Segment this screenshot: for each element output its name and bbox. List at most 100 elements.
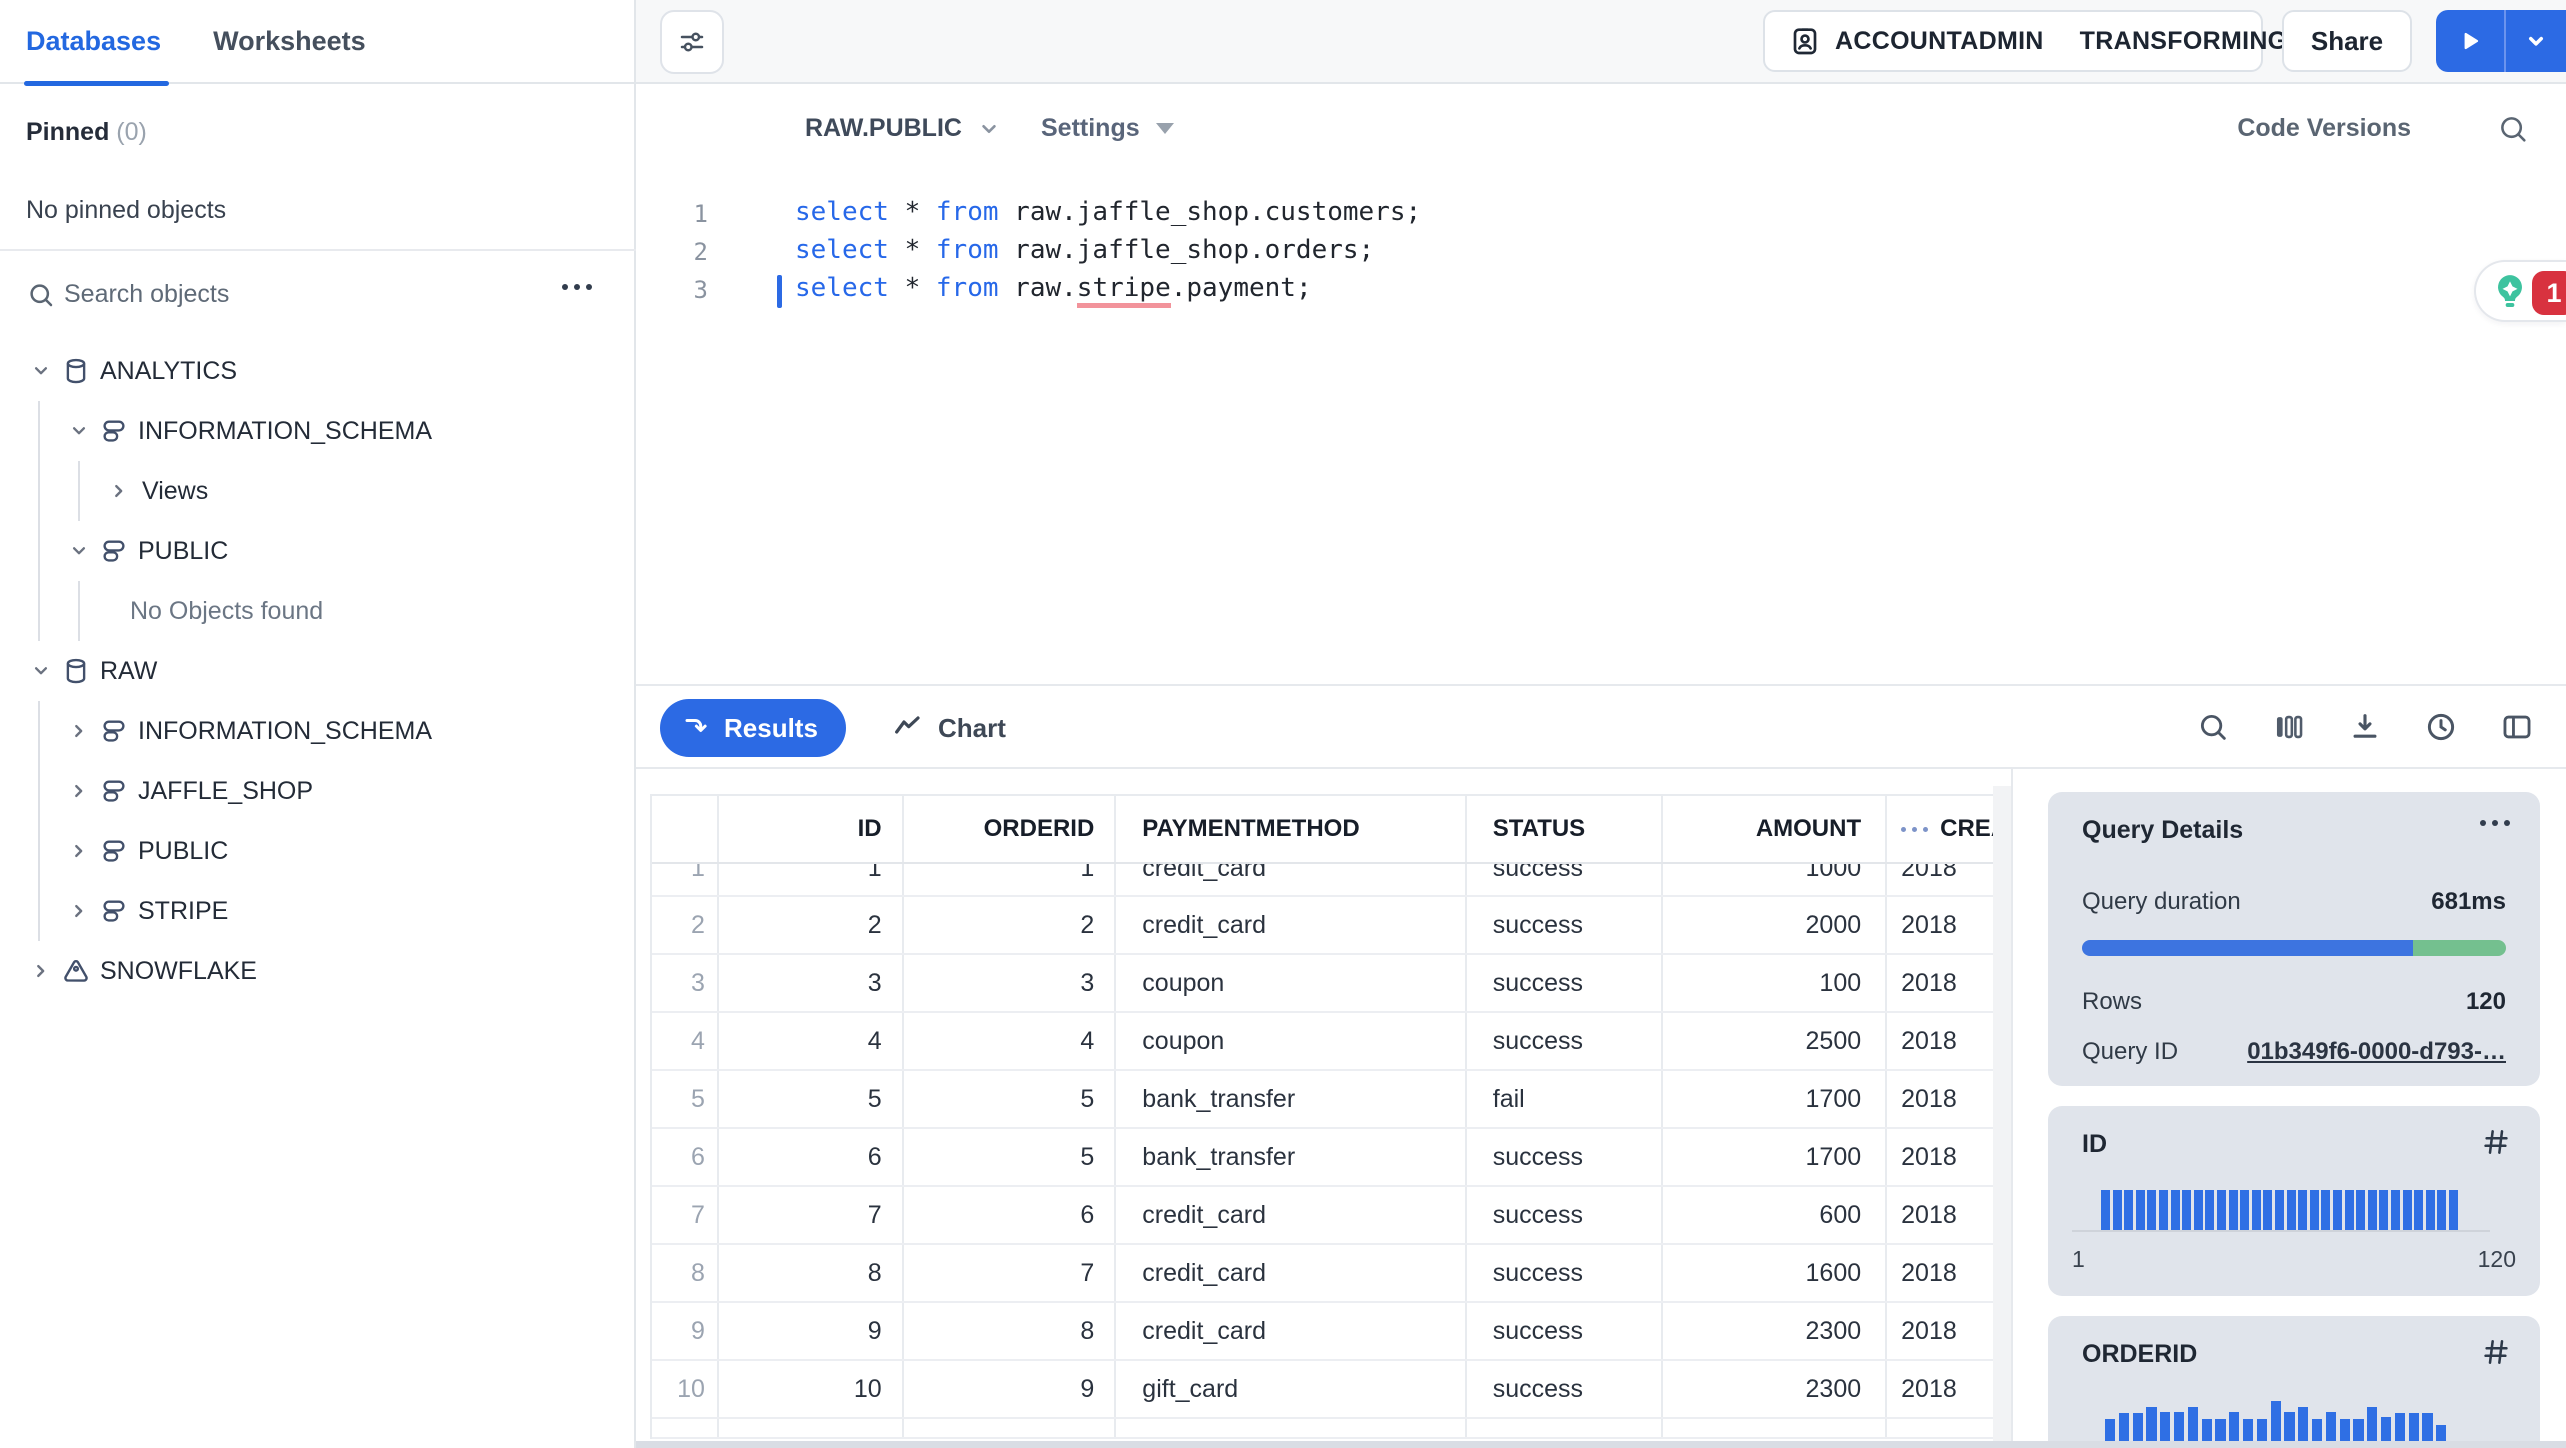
cell[interactable]: 7 <box>904 1245 1117 1301</box>
run-options-button[interactable] <box>2506 10 2566 72</box>
cell[interactable]: bank_transfer <box>1116 1129 1467 1185</box>
cell[interactable]: 9 <box>904 1361 1117 1417</box>
query-details-menu-icon[interactable] <box>2480 820 2510 826</box>
role-warehouse-selector[interactable]: ACCOUNTADMIN TRANSFORMING <box>1763 10 2287 72</box>
column-header-id[interactable]: ID <box>719 796 904 862</box>
cell[interactable]: coupon <box>1116 955 1467 1011</box>
cell[interactable]: 2018 <box>1901 1374 1957 1403</box>
cell[interactable]: 9 <box>719 1303 904 1359</box>
cell[interactable]: credit_card <box>1116 864 1467 895</box>
cell[interactable]: 1600 <box>1663 1245 1888 1301</box>
table-row-2[interactable]: 2 2 2 credit_card success 2000 2018 <box>652 897 1993 955</box>
cell[interactable]: 1 <box>719 864 904 895</box>
cell[interactable]: 2018 <box>1901 1258 1957 1287</box>
cell[interactable]: 100 <box>1663 955 1888 1011</box>
code-line-1[interactable]: 1 select * from raw.jaffle_shop.customers… <box>636 196 2566 234</box>
chevron-right-icon[interactable] <box>64 836 94 866</box>
cell[interactable]: 8 <box>719 1245 904 1301</box>
row-number[interactable]: 8 <box>652 1245 719 1301</box>
sidebar-item-snowflake[interactable]: SNOWFLAKE <box>0 941 636 1001</box>
table-row-7[interactable]: 7 7 6 credit_card success 600 2018 <box>652 1187 1993 1245</box>
table-row-9[interactable]: 9 9 8 credit_card success 2300 2018 <box>652 1303 1993 1361</box>
columns-button[interactable] <box>2272 710 2306 744</box>
cell[interactable]: 1700 <box>1663 1071 1888 1127</box>
cell[interactable]: fail <box>1467 1071 1664 1127</box>
code-versions-link[interactable]: Code Versions <box>2237 114 2411 143</box>
cell[interactable]: gift_card <box>1116 1361 1467 1417</box>
cell[interactable]: success <box>1467 1303 1664 1359</box>
chevron-right-icon[interactable] <box>26 956 56 986</box>
cell[interactable]: credit_card <box>1116 1303 1467 1359</box>
cell[interactable]: 5 <box>904 1129 1117 1185</box>
cell[interactable]: credit_card <box>1116 1187 1467 1243</box>
cell[interactable]: 2018 <box>1901 1200 1957 1229</box>
cell[interactable]: 2018 <box>1901 910 1957 939</box>
tab-results[interactable]: Results <box>660 699 846 757</box>
chevron-down-icon[interactable] <box>64 416 94 446</box>
download-results-button[interactable] <box>2348 710 2382 744</box>
cell[interactable]: 10 <box>719 1361 904 1417</box>
table-row-1[interactable]: 1 1 1 credit_card success 1000 2018 <box>652 864 1993 897</box>
sidebar-item-analytics[interactable]: ANALYTICS <box>0 341 636 401</box>
sidebar-more-menu-icon[interactable] <box>562 284 592 290</box>
cell[interactable]: 2300 <box>1663 1303 1888 1359</box>
editor-settings-dropdown[interactable]: Settings <box>1041 114 1174 143</box>
table-row-8[interactable]: 8 8 7 credit_card success 1600 2018 <box>652 1245 1993 1303</box>
worksheet-config-button[interactable] <box>660 10 724 74</box>
cell[interactable]: 2018 <box>1901 1084 1957 1113</box>
row-number[interactable]: 7 <box>652 1187 719 1243</box>
column-menu-icon[interactable] <box>1901 826 1929 832</box>
query-history-button[interactable] <box>2424 710 2458 744</box>
table-row-3[interactable]: 3 3 3 coupon success 100 2018 <box>652 955 1993 1013</box>
code-line-2[interactable]: 2 select * from raw.jaffle_shop.orders; <box>636 234 2566 272</box>
database-schema-selector[interactable]: RAW.PUBLIC <box>805 114 1002 143</box>
cell[interactable]: 3 <box>904 955 1117 1011</box>
table-row-6[interactable]: 6 6 5 bank_transfer success 1700 2018 <box>652 1129 1993 1187</box>
cell[interactable]: 2018 <box>1901 1026 1957 1055</box>
cell[interactable]: 6 <box>904 1187 1117 1243</box>
chevron-right-icon[interactable] <box>64 896 94 926</box>
cell[interactable]: success <box>1467 955 1664 1011</box>
chevron-right-icon[interactable] <box>104 476 134 506</box>
row-number[interactable]: 3 <box>652 955 719 1011</box>
cell[interactable]: 3 <box>719 955 904 1011</box>
run-button[interactable] <box>2436 10 2506 72</box>
sidebar-item-public[interactable]: PUBLIC <box>0 821 636 881</box>
sidebar-item-information-schema[interactable]: INFORMATION_SCHEMA <box>0 701 636 761</box>
cell[interactable]: success <box>1467 1187 1664 1243</box>
sidebar-item-information-schema[interactable]: INFORMATION_SCHEMA <box>0 401 636 461</box>
row-number[interactable]: 1 <box>652 864 719 895</box>
chevron-down-icon[interactable] <box>26 356 56 386</box>
numeric-column-icon[interactable] <box>2480 1126 2512 1158</box>
chevron-down-icon[interactable] <box>64 536 94 566</box>
cell[interactable]: 2 <box>904 897 1117 953</box>
cell[interactable]: success <box>1467 864 1664 895</box>
row-number[interactable]: 6 <box>652 1129 719 1185</box>
column-header-orderid[interactable]: ORDERID <box>904 796 1117 862</box>
search-results-button[interactable] <box>2196 710 2230 744</box>
cell[interactable]: success <box>1467 1361 1664 1417</box>
sidebar-item-jaffle-shop[interactable]: JAFFLE_SHOP <box>0 761 636 821</box>
sidebar-item-views[interactable]: Views <box>0 461 636 521</box>
sidebar-item-public[interactable]: PUBLIC <box>0 521 636 581</box>
cell[interactable]: 2018 <box>1901 1142 1957 1171</box>
cell[interactable]: 6 <box>719 1129 904 1185</box>
row-number[interactable]: 10 <box>652 1361 719 1417</box>
column-header-amount[interactable]: AMOUNT <box>1663 796 1888 862</box>
cell[interactable]: 2018 <box>1901 1316 1957 1345</box>
cell[interactable]: success <box>1467 1129 1664 1185</box>
toggle-panel-button[interactable] <box>2500 710 2534 744</box>
cell[interactable]: credit_card <box>1116 1245 1467 1301</box>
cell[interactable]: 4 <box>719 1013 904 1069</box>
tab-worksheets[interactable]: Worksheets <box>213 26 366 57</box>
cell[interactable]: success <box>1467 1013 1664 1069</box>
table-row-10[interactable]: 10 10 9 gift_card success 2300 2018 <box>652 1361 1993 1419</box>
column-header-paymentmethod[interactable]: PAYMENTMETHOD <box>1116 796 1467 862</box>
cell[interactable]: success <box>1467 1245 1664 1301</box>
search-input[interactable]: Search objects <box>64 280 230 308</box>
code-line-3[interactable]: 3 select * from raw.stripe.payment; <box>636 272 2566 310</box>
share-button[interactable]: Share <box>2282 10 2412 72</box>
copilot-suggestions-badge[interactable]: 1 <box>2474 260 2566 322</box>
chevron-right-icon[interactable] <box>64 776 94 806</box>
row-number[interactable]: 4 <box>652 1013 719 1069</box>
